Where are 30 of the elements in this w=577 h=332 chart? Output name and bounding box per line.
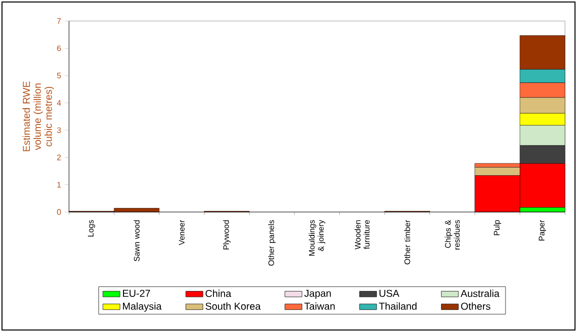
legend-label: China bbox=[206, 290, 232, 298]
y-tick-label: 0 bbox=[57, 209, 61, 215]
x-tick-label: Veneer bbox=[178, 220, 185, 246]
legend-label: Others bbox=[461, 302, 490, 310]
legend-label: Malaysia bbox=[123, 302, 162, 312]
y-tick-label: 5 bbox=[57, 72, 61, 78]
x-tick-label: Mouldings & joinery bbox=[308, 220, 326, 256]
legend-label: Taiwan bbox=[304, 302, 335, 310]
x-tick-label: Paper bbox=[538, 220, 546, 240]
y-tick-label: 7 bbox=[57, 18, 61, 24]
x-tick-label: Other panels bbox=[268, 220, 276, 266]
x-tick-label: Logs bbox=[88, 220, 96, 236]
legend-label: Thailand bbox=[379, 302, 417, 310]
x-tick-label: Plywood bbox=[223, 220, 231, 250]
x-tick-label: Other timber bbox=[404, 220, 410, 264]
legend-label: EU-27 bbox=[123, 290, 150, 297]
y-tick-label: 6 bbox=[57, 45, 61, 52]
legend-label: Japan bbox=[304, 290, 331, 299]
y-axis-title: Estimated RWE volume (million cubic metres) bbox=[22, 81, 54, 152]
legend-label: USA bbox=[380, 290, 400, 297]
y-tick-label: 1 bbox=[57, 182, 61, 188]
x-tick-label: Sawn wood bbox=[134, 220, 140, 262]
x-tick-label: Pulp bbox=[494, 220, 502, 236]
x-tick-label: Wooden furniture bbox=[354, 220, 370, 250]
y-tick-label: 3 bbox=[57, 127, 61, 133]
legend-label: Australia bbox=[460, 290, 500, 298]
y-tick-label: 4 bbox=[56, 100, 61, 106]
x-tick-label: Chips & residues bbox=[444, 220, 460, 250]
legend-label: South Korea bbox=[206, 302, 261, 310]
y-tick-label: 2 bbox=[57, 154, 61, 160]
